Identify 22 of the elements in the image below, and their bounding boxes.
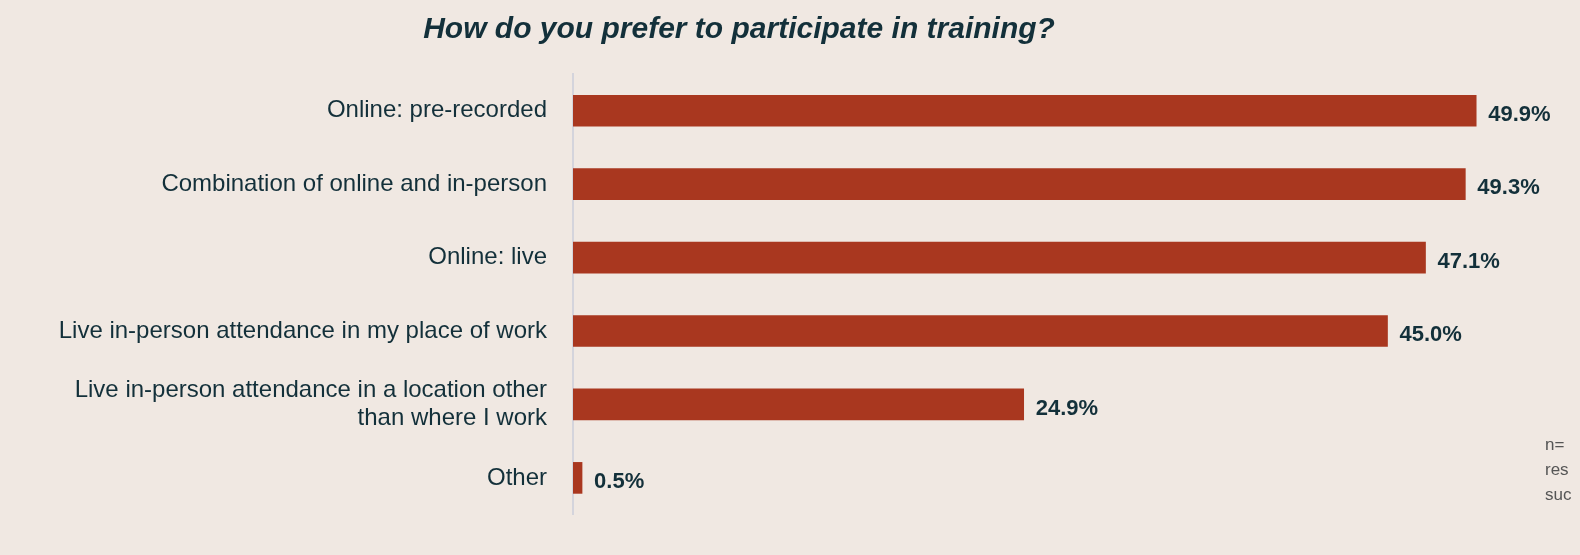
bar [573,315,1388,347]
y-tick-label: Combination of online and in-person [161,168,547,196]
data-label: 0.5% [594,467,645,493]
data-label: 45.0% [1399,321,1462,347]
y-tick-label: Live in-person attendance in my place of work [58,315,548,343]
data-label: 49.3% [1477,174,1540,200]
bar [573,462,583,494]
y-tick-label: Live in-person attendance in a location other than where I work [74,374,548,431]
bar [573,168,1466,200]
text: n= [1545,434,1565,454]
bar [573,241,1426,274]
data-label: 24.9% [1035,394,1099,420]
y-tick-label: Online: live [428,242,547,270]
bar [573,94,1477,127]
y-tick-label: Other [486,462,547,490]
text: res [1545,459,1569,479]
bar [573,388,1025,421]
data-label: 49.9% [1488,100,1551,126]
data-label: 47.1% [1437,247,1500,273]
y-tick-label: Online: pre-recorded [326,95,547,123]
chart-title: How do you prefer to participate in training? [423,11,1055,45]
text: suc [1545,484,1572,504]
